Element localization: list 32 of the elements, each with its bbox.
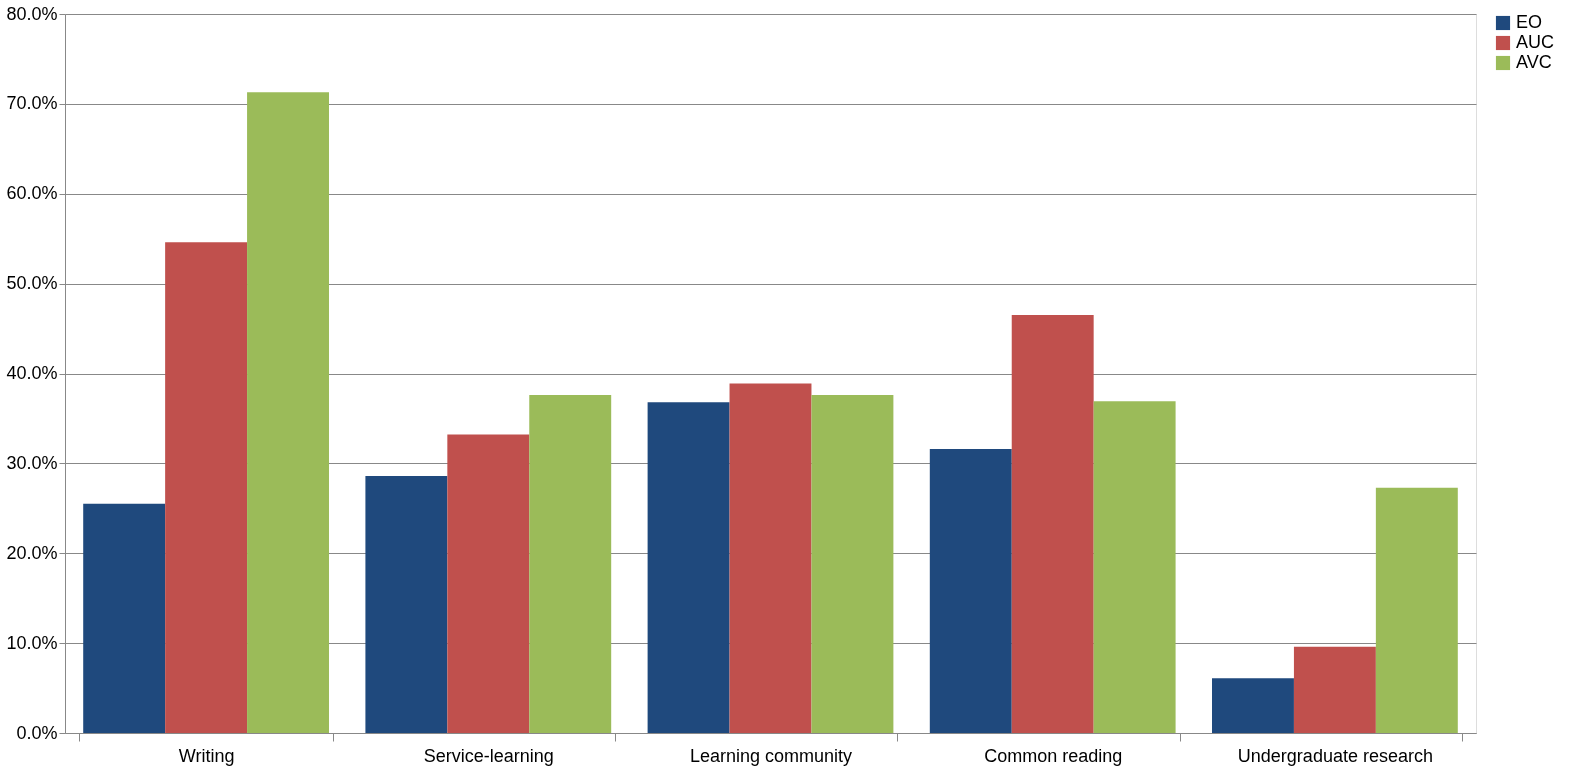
y-tick-label: 20.0% xyxy=(6,542,58,563)
y-tick-label: 70.0% xyxy=(6,93,58,114)
x-tick-label: Undergraduate research xyxy=(1237,745,1433,766)
y-tick-label: 80.0% xyxy=(6,3,58,24)
bar xyxy=(1293,646,1376,733)
bar xyxy=(365,475,448,733)
y-tick-label: 10.0% xyxy=(6,632,58,653)
bar xyxy=(647,402,730,733)
bar xyxy=(729,383,812,733)
legend-label: AVC xyxy=(1516,52,1552,72)
x-tick-label: Learning community xyxy=(689,745,853,766)
bar xyxy=(1375,487,1458,733)
y-tick-label: 40.0% xyxy=(6,363,58,383)
bar xyxy=(1212,678,1294,733)
x-tick-label: Common reading xyxy=(984,745,1123,766)
y-tick-label: 60.0% xyxy=(6,183,58,204)
y-tick-label: 0.0% xyxy=(16,722,58,743)
bar xyxy=(83,503,166,733)
bar xyxy=(247,92,329,733)
y-tick-label: 30.0% xyxy=(6,452,58,473)
bar xyxy=(929,449,1012,733)
bar xyxy=(1011,315,1094,733)
bar xyxy=(165,242,248,733)
bar xyxy=(529,395,612,733)
x-tick-label: Service-learning xyxy=(423,745,554,766)
legend-label: AUC xyxy=(1516,32,1555,52)
bar xyxy=(811,395,894,733)
legend-label: EO xyxy=(1516,12,1543,32)
bar xyxy=(447,434,530,733)
y-tick-label: 50.0% xyxy=(6,273,58,294)
x-tick-label: Writing xyxy=(178,745,235,766)
bar xyxy=(1093,401,1176,733)
